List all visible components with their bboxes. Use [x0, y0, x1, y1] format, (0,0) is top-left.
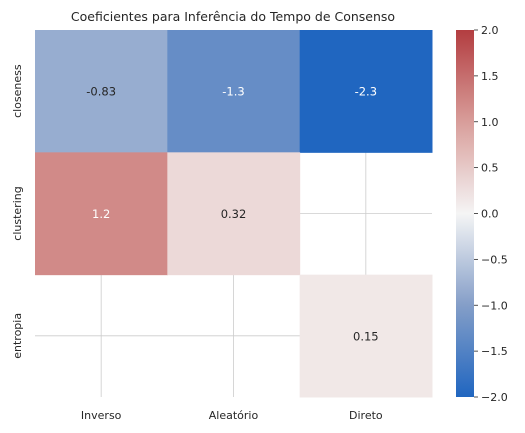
- x-tick-label: Direto: [349, 409, 383, 422]
- heatmap-cell: [299, 274, 433, 398]
- colorbar: 2.0 1.5 1.0 0.5 0.0 −0.5 −1.0 −1.5 −2.0: [456, 24, 508, 404]
- chart-title: Coeficientes para Inferência do Tempo de…: [71, 9, 395, 24]
- colorbar-tick-label: −2.0: [481, 391, 508, 404]
- cell-value-label: -1.3: [222, 85, 244, 99]
- colorbar-tick-label: −1.5: [481, 345, 508, 358]
- cell-value-label: 0.15: [353, 329, 379, 343]
- heatmap-cell: [299, 30, 433, 153]
- x-axis: Inverso Aleatório Direto: [81, 409, 383, 422]
- y-tick-label: closeness: [11, 64, 24, 118]
- colorbar-tick-label: 1.0: [481, 116, 499, 129]
- heatmap-cell: [167, 30, 301, 153]
- colorbar-tick-label: 0.0: [481, 208, 499, 221]
- x-tick-label: Inverso: [81, 409, 122, 422]
- y-axis: closeness clustering entropia: [11, 64, 24, 359]
- colorbar-tick-label: 2.0: [481, 24, 499, 37]
- cell-value-label: 0.32: [221, 207, 247, 221]
- colorbar-tick-label: 0.5: [481, 162, 499, 175]
- colorbar-tick-label: −1.0: [481, 299, 508, 312]
- y-tick-label: clustering: [11, 186, 24, 240]
- heatmap-cell: [167, 152, 301, 276]
- colorbar-gradient: [456, 30, 474, 397]
- y-tick-label: entropia: [11, 313, 24, 359]
- heatmap-cell: [35, 30, 168, 153]
- colorbar-tick-label: 1.5: [481, 70, 499, 83]
- heatmap-cells: [35, 30, 433, 398]
- cell-labels: -0.83 -1.3 -2.3 1.2 0.32 0.15: [86, 85, 378, 344]
- cell-value-label: 1.2: [92, 207, 110, 221]
- heatmap-cell: [35, 152, 168, 276]
- cell-value-label: -2.3: [355, 85, 377, 99]
- colorbar-tick-label: −0.5: [481, 253, 508, 266]
- cell-value-label: -0.83: [86, 85, 116, 99]
- x-tick-label: Aleatório: [209, 409, 259, 422]
